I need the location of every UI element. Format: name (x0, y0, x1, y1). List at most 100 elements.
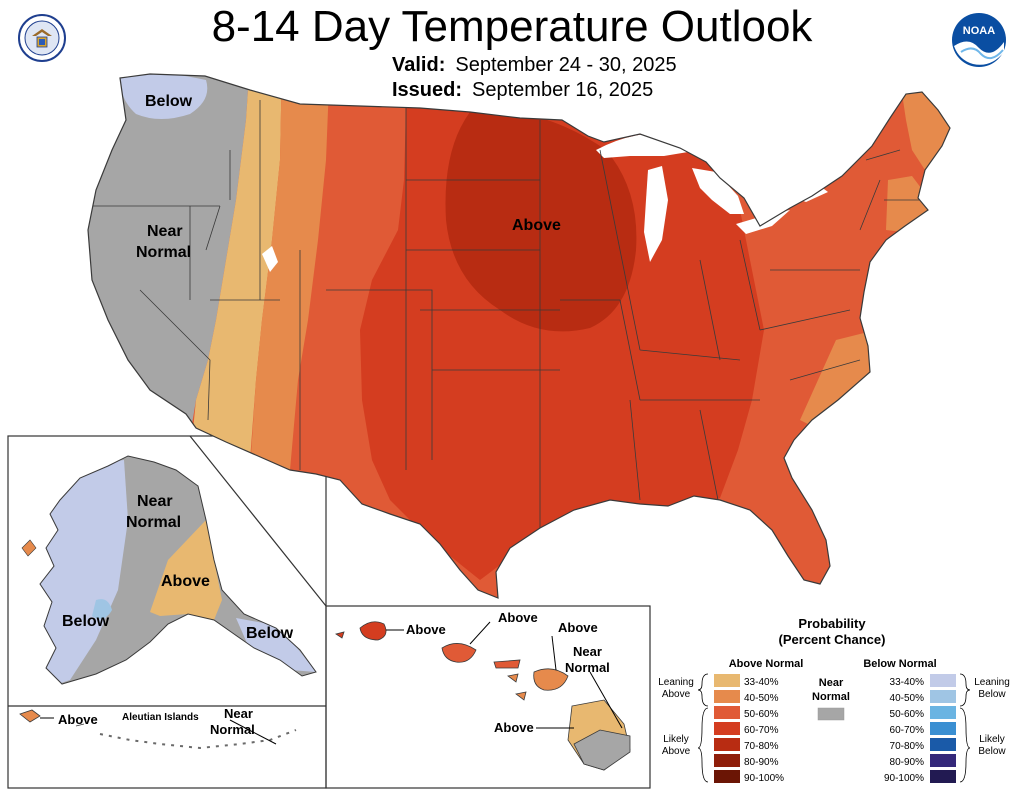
conus-near-label-2: Normal (136, 244, 191, 261)
above-normal-swatch (714, 722, 740, 735)
likely-above-label-2: Above (662, 746, 691, 757)
valid-line: Valid: September 24 - 30, 2025 (392, 54, 677, 77)
map-region-labels: Below Near Normal Above Near Normal Abov… (58, 93, 610, 737)
noaa-logo-icon: NOAA (952, 13, 1006, 67)
aleutian-near-label-2: Normal (210, 722, 255, 737)
maui-above-label: Above (558, 620, 598, 635)
legend-below-header: Below Normal (863, 658, 936, 670)
hawaii-near-label-2: Normal (565, 660, 610, 675)
carolina-40-50-band (800, 330, 876, 430)
conus-near-label-1: Near (147, 223, 183, 240)
big-island-above-label: Above (494, 720, 534, 735)
aleutian-chain (99, 729, 297, 750)
below-normal-region (118, 74, 208, 119)
above-normal-swatch-label: 40-50% (744, 693, 779, 704)
above-normal-swatch (714, 754, 740, 767)
legend-near-swatch (817, 707, 845, 721)
leaning-above-label-2: Above (662, 689, 691, 700)
legend-title-line-1: Probability (798, 616, 866, 631)
above-normal-swatch-label: 80-90% (744, 757, 779, 768)
alaska-near-label-1: Near (137, 493, 173, 510)
big-island-near-normal (573, 729, 631, 771)
conus-region (87, 73, 951, 599)
above-33-40-band (190, 74, 282, 460)
legend-brackets (697, 673, 971, 783)
above-normal-swatch (714, 706, 740, 719)
below-normal-swatch-label: 33-40% (890, 677, 925, 688)
hawaii-region (335, 621, 631, 771)
issued-date: September 16, 2025 (472, 79, 654, 101)
aleutian-above-label: Above (58, 712, 98, 727)
leaning-below-label-2: Below (978, 689, 1006, 700)
map-title: 8-14 Day Temperature Outlook (211, 2, 813, 51)
kauai-above-label: Above (406, 622, 446, 637)
above-normal-swatch-label: 50-60% (744, 709, 779, 720)
commerce-seal-icon (18, 14, 66, 62)
above-normal-swatch (714, 674, 740, 687)
st-lawrence-island (21, 539, 37, 557)
likely-above-label-1: Likely (663, 734, 689, 745)
alaska-below-40-50 (92, 599, 112, 619)
great-salt-lake (262, 246, 278, 272)
alaska-above-region (150, 520, 222, 620)
lake-michigan (644, 166, 668, 262)
maui-island (533, 668, 569, 691)
alaska-near-label-2: Normal (126, 514, 181, 531)
kahoolawe-island (515, 691, 527, 701)
oahu-island (441, 643, 477, 663)
above-normal-swatch-label: 70-80% (744, 741, 779, 752)
above-swatch-list: 33-40% 40-50% 50-60% 60-70% 70-80% 80-90% 90-1… (714, 674, 784, 784)
legend-title-line-2: (Percent Chance) (779, 632, 886, 647)
below-normal-swatch-label: 90-100% (884, 773, 924, 784)
above-normal-swatch (714, 738, 740, 751)
below-normal-swatch (930, 770, 956, 783)
lake-huron (692, 168, 744, 214)
lanai-island (507, 673, 519, 683)
below-swatch-list: 33-40% 40-50% 50-60% 60-70% 70-80% 80-90% 90-1… (884, 674, 956, 784)
conus-below-label: Below (145, 93, 193, 110)
legend-group-labels: Leaning Above Likely Above Leaning Below… (658, 677, 1010, 757)
legend-above-header: Above Normal (729, 658, 804, 670)
below-normal-swatch (930, 706, 956, 719)
above-normal-swatch (714, 770, 740, 783)
label-leader-lines (40, 621, 623, 745)
aleutian-islands-label: Aleutian Islands (122, 712, 199, 723)
issued-label: Issued: (392, 79, 463, 101)
alaska-above-label: Above (161, 573, 210, 590)
below-normal-swatch-label: 80-90% (890, 757, 925, 768)
hawaii-inset-frame (325, 605, 651, 789)
oahu-above-label: Above (498, 610, 538, 625)
above-normal-swatch-label: 90-100% (744, 773, 784, 784)
legend-near-label-1: Near (819, 677, 844, 689)
below-normal-swatch (930, 690, 956, 703)
alaska-below-west-label: Below (62, 613, 110, 630)
noaa-wordmark: NOAA (963, 25, 995, 37)
niihau-island (335, 631, 345, 639)
above-normal-swatch (714, 690, 740, 703)
legend-near-label-2: Normal (812, 691, 850, 703)
state-boundaries (92, 100, 930, 560)
alaska-below-region (40, 460, 128, 684)
above-normal-swatch-label: 33-40% (744, 677, 779, 688)
below-normal-swatch-label: 70-80% (890, 741, 925, 752)
below-normal-swatch-label: 50-60% (890, 709, 925, 720)
kauai-island (359, 621, 387, 641)
valid-date-range: September 24 - 30, 2025 (455, 54, 677, 76)
likely-below-label-1: Likely (979, 734, 1005, 745)
below-normal-swatch-label: 40-50% (890, 693, 925, 704)
below-normal-swatch (930, 754, 956, 767)
inset-connector (189, 435, 327, 607)
aleutian-west-islands (19, 709, 85, 727)
below-normal-swatch (930, 674, 956, 687)
leaning-below-label-1: Leaning (974, 677, 1010, 688)
above-normal-swatch-label: 60-70% (744, 725, 779, 736)
aleutian-near-label-1: Near (224, 706, 253, 721)
likely-below-label-2: Below (978, 746, 1006, 757)
inset-frames (7, 435, 651, 789)
probability-legend: Probability (Percent Chance) Above Norma… (658, 616, 1010, 784)
valid-label: Valid: (392, 54, 446, 76)
below-normal-swatch (930, 738, 956, 751)
above-40-50-band (250, 74, 330, 470)
